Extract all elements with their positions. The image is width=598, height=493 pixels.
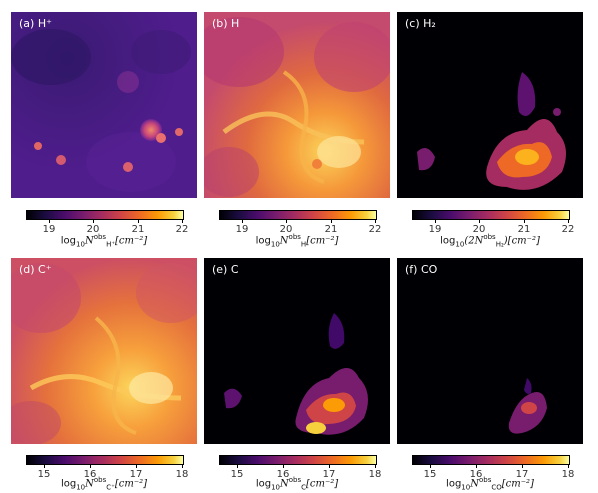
panel-a-hplus-map: (a) H⁺ — [11, 12, 197, 198]
colorbar-c — [412, 210, 570, 220]
tick-label: 22 — [561, 224, 575, 235]
colorbar-f — [412, 455, 570, 465]
tick-label: 19 — [42, 224, 56, 235]
tick-label: 20 — [86, 224, 100, 235]
tick-label: 21 — [131, 224, 145, 235]
panel-b-h-map: (b) H — [204, 12, 390, 198]
panel-e-label: (e) C — [212, 263, 239, 276]
panel-b-label: (b) H — [212, 17, 240, 30]
colorbar-b-ticks: 19 20 21 22 — [219, 220, 381, 235]
colorbar-b-label: log10NobsH[cm⁻²] — [255, 233, 339, 249]
panel-d-cplus-map: (d) C⁺ — [11, 258, 197, 444]
tick-label: 17 — [515, 469, 529, 480]
colorbar-d-ticks: 15 16 17 18 — [26, 465, 188, 480]
tick-label: 15 — [423, 469, 437, 480]
colorbar-f-ticks: 15 16 17 18 — [412, 465, 574, 480]
tick-label: 16 — [469, 469, 483, 480]
panel-c-h2-map: (c) H₂ — [397, 12, 583, 198]
colorbar-e-label: log10NobsC[cm⁻²] — [255, 476, 339, 492]
tick-label: 17 — [129, 469, 143, 480]
c-column-density-image — [204, 258, 390, 444]
tick-label: 19 — [428, 224, 442, 235]
cplus-column-density-image — [11, 258, 197, 444]
tick-label: 19 — [235, 224, 249, 235]
colorbar-c-ticks: 19 20 21 22 — [412, 220, 574, 235]
colorbar-e-ticks: 15 16 17 18 — [219, 465, 381, 480]
colorbar-c-label: log10(2NobsH₂)[cm⁻²] — [440, 233, 540, 249]
colorbar-b — [219, 210, 377, 220]
panel-a-label: (a) H⁺ — [19, 17, 52, 30]
tick-label: 15 — [37, 469, 51, 480]
tick-label: 18 — [561, 469, 575, 480]
tick-label: 21 — [517, 224, 531, 235]
h2-column-density-image — [397, 12, 583, 198]
tick-label: 18 — [175, 469, 189, 480]
colorbar-d — [26, 455, 184, 465]
co-column-density-image — [397, 258, 583, 444]
panel-f-label: (f) CO — [405, 263, 438, 276]
tick-label: 17 — [322, 469, 336, 480]
hplus-column-density-image — [11, 12, 197, 198]
tick-label: 16 — [83, 469, 97, 480]
tick-label: 21 — [324, 224, 338, 235]
tick-label: 16 — [276, 469, 290, 480]
colorbar-a — [26, 210, 184, 220]
colorbar-d-label: log10NobsC⁺[cm⁻²] — [60, 476, 148, 492]
tick-label: 20 — [279, 224, 293, 235]
panel-c-label: (c) H₂ — [405, 17, 436, 30]
tick-label: 20 — [472, 224, 486, 235]
tick-label: 15 — [230, 469, 244, 480]
colorbar-a-label: log10NobsH⁺[cm⁻²] — [60, 233, 148, 249]
colorbar-f-label: log10NobsCO[cm⁻²] — [446, 476, 534, 492]
tick-label: 18 — [368, 469, 382, 480]
h-column-density-image — [204, 12, 390, 198]
panel-d-label: (d) C⁺ — [19, 263, 52, 276]
colorbar-a-ticks: 19 20 21 22 — [26, 220, 188, 235]
colorbar-e — [219, 455, 377, 465]
panel-e-c-map: (e) C — [204, 258, 390, 444]
panel-f-co-map: (f) CO — [397, 258, 583, 444]
tick-label: 22 — [175, 224, 189, 235]
tick-label: 22 — [368, 224, 382, 235]
